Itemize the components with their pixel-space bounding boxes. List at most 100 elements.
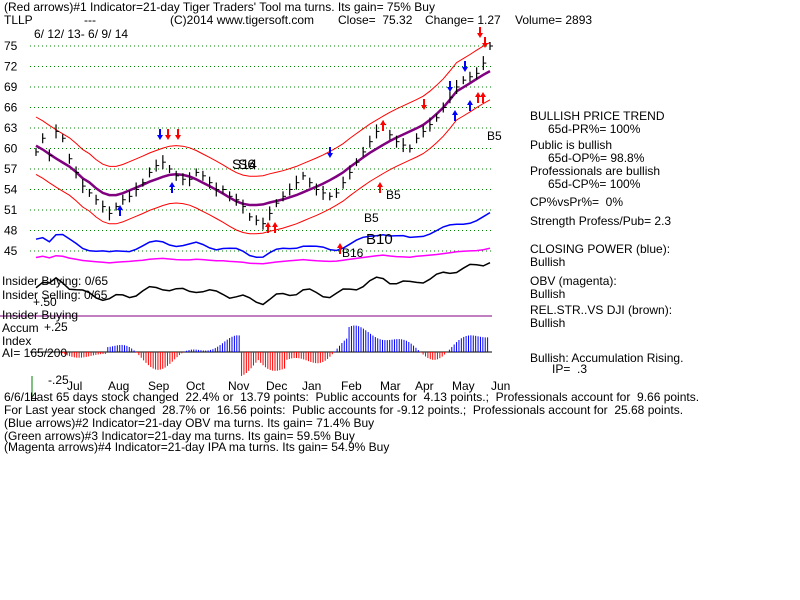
lower-band	[35, 99, 491, 235]
y-tick-label: 54	[4, 183, 18, 197]
down-arrow	[421, 99, 427, 110]
relstr-title: REL.STR..VS DJI (brown):	[530, 303, 673, 317]
moving-average-line	[35, 70, 491, 207]
signal-b10: B10	[366, 231, 393, 248]
footer-blue-arrows: (Blue arrows)#2 Indicator=21-day OBV ma …	[4, 416, 375, 430]
y-tick-label: 51	[4, 203, 18, 217]
closing-power-status: Bullish	[530, 255, 566, 269]
x-tick-label: Jun	[491, 379, 510, 393]
change-value: Change= 1.27	[425, 13, 501, 27]
signal-s6: S6	[238, 156, 256, 172]
y-tick-label: 75	[4, 39, 18, 53]
obv-line	[35, 247, 491, 265]
volume-value: Volume= 2893	[515, 13, 593, 27]
relstr-status: Bullish	[530, 316, 566, 330]
up-arrow	[272, 222, 278, 233]
y-tick-label: 66	[4, 101, 18, 115]
footer-magenta-arrows: (Magenta arrows)#4 Indicator=21-day IPA …	[4, 440, 390, 454]
closing-power-line	[35, 211, 491, 258]
op-value: 65d-OP%= 98.8%	[548, 151, 645, 165]
x-tick-label: Oct	[186, 379, 205, 393]
down-arrow	[462, 61, 468, 72]
up-arrow	[480, 92, 486, 103]
plus50-label: +.50	[33, 295, 57, 309]
prof-title: Professionals are bullish	[530, 164, 661, 178]
pr-value: 65d-PR%= 100%	[548, 122, 641, 136]
close-value: Close= 75.32	[338, 13, 413, 27]
x-tick-label: Aug	[108, 379, 129, 393]
trend-title: BULLISH PRICE TREND	[530, 109, 665, 123]
up-arrow	[117, 205, 123, 216]
obv-status: Bullish	[530, 287, 566, 301]
x-tick-label: May	[452, 379, 475, 393]
signal-b16: B16	[342, 246, 364, 260]
moving-average	[35, 70, 491, 207]
accum-plus-label: +.25	[44, 320, 68, 334]
up-arrow	[467, 100, 473, 111]
insider-buying-label: Insider Buying: 0/65	[2, 274, 109, 288]
up-arrow	[377, 182, 383, 193]
accumulation-histogram	[61, 325, 489, 376]
y-tick-label: 48	[4, 224, 18, 238]
index-label: Index	[2, 334, 32, 348]
signal-b5-mid: B5	[386, 188, 401, 202]
footer-prefix: 6/6/14	[4, 390, 38, 404]
up-arrow	[265, 222, 271, 233]
x-tick-label: Apr	[415, 379, 434, 393]
x-tick-label: Jul	[67, 379, 82, 393]
y-axis-labels: 45 48 51 54 57 60 63 66 69 72 75	[4, 39, 18, 258]
header-indicator-line: (Red arrows)#1 Indicator=21-day Tiger Tr…	[4, 0, 435, 14]
relative-strength	[35, 262, 491, 306]
minus25-label: -.25	[48, 373, 69, 387]
ai-value: AI= 165/200	[2, 346, 68, 360]
down-arrow	[327, 147, 333, 158]
footer-year-summary: For Last year stock changed 28.7% or 16.…	[4, 403, 684, 417]
closing-power-title: CLOSING POWER (blue):	[530, 242, 671, 256]
signal-s14: S14	[232, 156, 257, 172]
down-arrow	[477, 27, 483, 38]
accum-status: Bullish: Accumulation Rising.	[530, 351, 684, 365]
up-arrow	[475, 92, 481, 103]
ticker-symbol: TLLP	[4, 13, 33, 27]
price-grid	[30, 45, 492, 252]
insider-buying-label-2: Insider Buying	[2, 308, 79, 322]
public-title: Public is bullish	[530, 138, 613, 152]
accum-label: Accum	[2, 321, 39, 335]
down-arrow	[175, 129, 181, 140]
y-tick-label: 69	[4, 80, 18, 94]
copyright: (C)2014 www.tigersoft.com	[170, 13, 315, 27]
ip-value: IP= .3	[552, 362, 588, 376]
signal-arrows	[117, 27, 488, 254]
x-tick-label: Feb	[341, 379, 362, 393]
strength-value: Strength Profess/Pub= 2.3	[530, 214, 672, 228]
y-tick-label: 57	[4, 162, 18, 176]
signal-b5-right: B5	[487, 129, 502, 143]
x-axis-labels: Jul Aug Sep Oct Nov Dec Jan Feb Mar Apr May Jun	[67, 379, 510, 393]
up-arrow	[380, 120, 386, 131]
down-arrow	[165, 129, 171, 140]
upper-band	[35, 41, 491, 177]
x-tick-label: Mar	[380, 379, 401, 393]
signal-b5-low: B5	[364, 211, 379, 225]
y-tick-label: 72	[4, 60, 18, 74]
up-arrow	[337, 243, 343, 254]
x-tick-label: Dec	[266, 379, 287, 393]
y-tick-label: 60	[4, 142, 18, 156]
down-arrow	[447, 81, 453, 92]
y-tick-label: 63	[4, 121, 18, 135]
up-arrow	[169, 182, 175, 193]
relative-strength-line	[35, 262, 491, 306]
down-arrow	[157, 129, 163, 140]
ticker-dashes: ---	[84, 13, 96, 27]
obv	[35, 247, 491, 265]
price-bars	[35, 42, 493, 230]
bollinger-bands	[35, 41, 491, 235]
y-tick-label: 45	[4, 244, 18, 258]
x-tick-label: Nov	[228, 379, 249, 393]
insider-selling-label: Insider Selling: 0/65	[2, 288, 108, 302]
date-range: 6/ 12/ 13- 6/ 9/ 14	[34, 27, 129, 41]
obv-title: OBV (magenta):	[530, 274, 617, 288]
footer-green-arrows: (Green arrows)#3 Indicator=21-day ma tur…	[4, 429, 355, 443]
x-tick-label: Jan	[302, 379, 321, 393]
